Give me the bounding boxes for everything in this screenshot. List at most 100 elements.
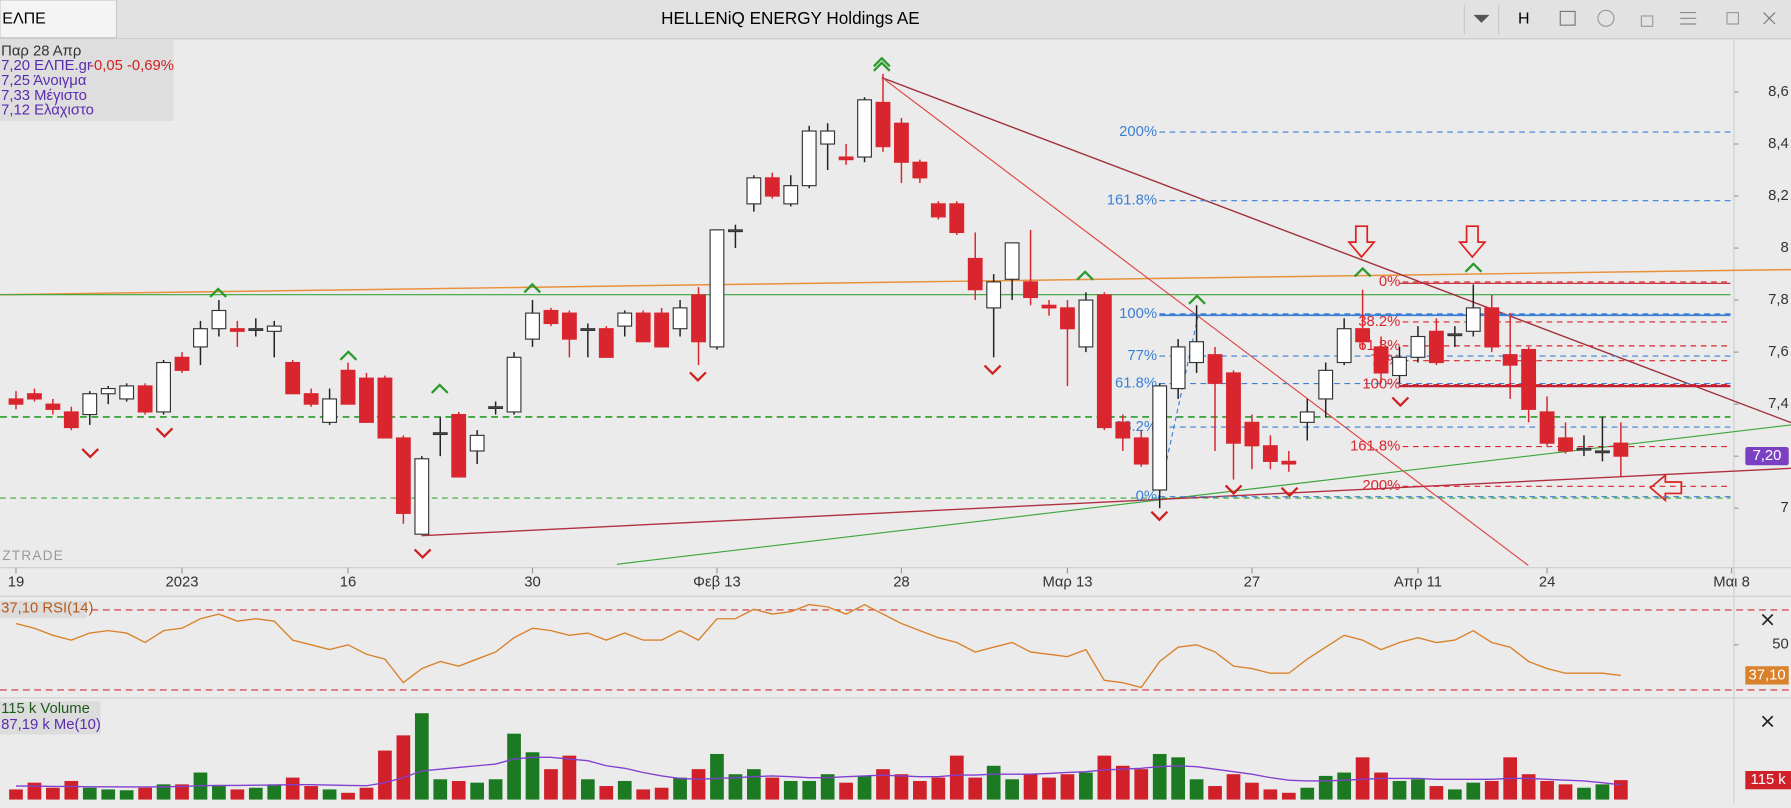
fib-label: 200% xyxy=(1362,478,1400,494)
candle-body xyxy=(137,385,153,413)
candle-body xyxy=(1447,333,1463,337)
candle-body xyxy=(1465,307,1481,332)
title-bar xyxy=(0,0,1791,39)
candle-body xyxy=(82,393,98,416)
volume-tag-label: 115 k xyxy=(1751,772,1787,788)
last-price-label: 7,20 xyxy=(1753,448,1782,464)
candle-body xyxy=(838,156,854,161)
icon[interactable] xyxy=(1640,15,1654,27)
dropdown[interactable] xyxy=(1473,14,1490,23)
icon[interactable] xyxy=(1726,12,1740,25)
swing-marker xyxy=(1280,486,1299,498)
volume-bar xyxy=(728,774,743,800)
icon[interactable] xyxy=(1597,9,1615,27)
swing-marker xyxy=(209,287,227,298)
volume-bar xyxy=(1079,772,1093,800)
candle-body xyxy=(506,356,522,413)
volume-bar xyxy=(986,765,1001,800)
candle-body xyxy=(1041,304,1057,309)
candle-body xyxy=(322,398,338,423)
volume-bar xyxy=(1337,772,1352,800)
watermark: ZTRADE xyxy=(2,548,64,563)
swing-marker xyxy=(523,282,542,294)
icon[interactable] xyxy=(1559,10,1576,26)
candle-body xyxy=(1594,450,1610,454)
x-tick-label: 2023 xyxy=(166,574,199,590)
rsi-line xyxy=(15,603,1621,689)
swing-marker xyxy=(1076,270,1094,281)
close-icon[interactable] xyxy=(1763,12,1776,25)
x-tick-label: Απρ 11 xyxy=(1394,574,1442,590)
y-tick-label: 7,4 xyxy=(1768,396,1789,412)
candle-body xyxy=(580,328,596,331)
volume-bar xyxy=(1558,784,1573,800)
candle-body xyxy=(1539,411,1555,444)
volume-bar xyxy=(1318,775,1333,800)
candle-body xyxy=(174,356,190,371)
volume-bar xyxy=(322,789,337,800)
volume-bar xyxy=(1152,753,1167,800)
candle-body xyxy=(1484,307,1500,348)
volume-bar xyxy=(710,753,724,800)
candle-body xyxy=(672,307,688,330)
info-low: 7,12 Ελάχιστο xyxy=(1,103,94,119)
volume-bar xyxy=(1466,782,1481,800)
fib-label: 61.8% xyxy=(1115,376,1157,392)
volume-legend: 115 k Volume xyxy=(1,701,90,717)
volume-bar xyxy=(1263,789,1278,800)
candle-body xyxy=(119,385,135,400)
volume-bar xyxy=(1189,779,1204,800)
volume-bar xyxy=(138,787,152,800)
close-pane[interactable] xyxy=(1761,715,1774,728)
button-h[interactable]: H xyxy=(1518,11,1530,28)
volume-bar xyxy=(931,777,946,800)
candle-body xyxy=(1004,242,1020,280)
volume-bar xyxy=(1281,792,1296,800)
volume-bar xyxy=(1226,774,1241,800)
swing-marker xyxy=(155,427,174,438)
swing-marker xyxy=(1188,294,1206,305)
last-price-tag xyxy=(1745,447,1789,466)
swing-marker xyxy=(81,448,100,459)
candle-body xyxy=(359,377,374,423)
volume-bar xyxy=(1595,784,1610,800)
candle-body xyxy=(211,309,227,330)
candle-body xyxy=(635,312,651,343)
candle-body xyxy=(27,393,42,400)
swing-marker xyxy=(689,371,707,382)
volume-bar xyxy=(156,784,171,800)
candle-body xyxy=(248,328,264,331)
candle-body xyxy=(1576,447,1592,451)
info-change: -0,05 -0,69% xyxy=(89,58,174,74)
tab[interactable] xyxy=(0,0,118,39)
candle-body xyxy=(100,387,116,395)
volume-bar xyxy=(1484,780,1499,800)
candle-body xyxy=(986,281,1002,309)
rsi-tag xyxy=(1745,666,1789,685)
candle-body xyxy=(783,185,799,205)
candle-body xyxy=(193,328,208,348)
icon[interactable] xyxy=(1680,12,1697,25)
x-tick-label: 27 xyxy=(1244,574,1261,590)
fib-label: 0% xyxy=(1136,489,1157,505)
tab-label: ΕΛΠΕ xyxy=(2,11,46,28)
x-tick-label: 16 xyxy=(340,574,357,590)
y-tick-label: 8,4 xyxy=(1768,136,1789,152)
volume-bar xyxy=(1577,787,1591,800)
candle-body xyxy=(1023,281,1038,299)
candle-body xyxy=(1355,328,1371,343)
volume-bar xyxy=(64,780,79,800)
candle-body xyxy=(156,361,171,413)
candle-body xyxy=(561,312,577,340)
volume-bar xyxy=(414,713,429,800)
close-pane[interactable] xyxy=(1761,613,1774,626)
x-tick-label: 30 xyxy=(524,574,541,590)
candle-body xyxy=(875,101,891,148)
volume-bar xyxy=(1392,780,1407,800)
y-tick-label: 8,2 xyxy=(1768,188,1789,204)
candle-body xyxy=(45,403,61,410)
volume-bar xyxy=(9,789,23,800)
volume-bar xyxy=(617,780,632,800)
